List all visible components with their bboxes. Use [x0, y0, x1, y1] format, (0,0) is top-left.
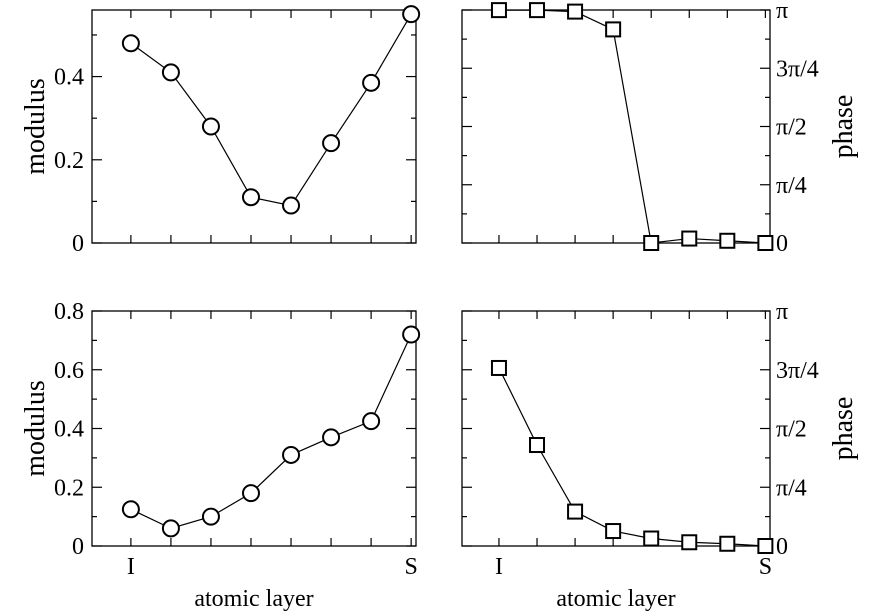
y-tick-label: 0.8 — [54, 299, 84, 325]
data-point — [529, 2, 546, 19]
data-point — [241, 188, 260, 207]
y-tick-label: 0 — [72, 534, 84, 560]
data-point — [322, 134, 341, 153]
x-axis-title: atomic layer — [194, 586, 313, 612]
data-point — [681, 230, 698, 247]
y-axis-title: phase — [828, 397, 859, 461]
x-tick-label: S — [404, 554, 417, 580]
y-tick-label: 0.4 — [54, 65, 84, 91]
data-point — [490, 359, 507, 376]
data-point — [605, 21, 622, 38]
y-tick-label: π/2 — [776, 115, 807, 141]
x-tick-label: I — [495, 554, 503, 580]
y-tick-label: 0.2 — [54, 475, 84, 501]
y-tick-label: π/4 — [776, 173, 807, 199]
data-point — [121, 500, 140, 519]
data-point — [605, 523, 622, 540]
data-point — [161, 519, 180, 538]
y-tick-label: 0 — [72, 231, 84, 257]
data-point — [362, 73, 381, 92]
y-tick-label: π/4 — [776, 475, 807, 501]
data-point — [201, 507, 220, 526]
y-axis-title: modulus — [20, 78, 51, 174]
data-point — [719, 535, 736, 552]
y-tick-label: 3π/4 — [776, 56, 819, 82]
data-point — [643, 530, 660, 547]
y-tick-label: 0 — [776, 231, 788, 257]
data-point — [490, 2, 507, 19]
y-tick-label: π — [776, 299, 788, 325]
y-tick-label: 0.2 — [54, 148, 84, 174]
data-point — [201, 117, 220, 136]
data-point — [719, 232, 736, 249]
data-point — [322, 428, 341, 447]
data-point — [362, 412, 381, 431]
data-point — [757, 538, 774, 554]
x-tick-label: I — [127, 554, 135, 580]
series-line — [498, 367, 766, 547]
y-tick-label: 3π/4 — [776, 358, 819, 384]
data-point — [567, 503, 584, 520]
data-point — [529, 437, 546, 454]
data-point — [282, 196, 301, 215]
data-point — [643, 235, 660, 251]
data-point — [161, 63, 180, 82]
y-tick-label: 0.4 — [54, 417, 84, 443]
y-axis-title: phase — [828, 95, 859, 159]
plot-frame — [91, 9, 417, 244]
series-line — [498, 9, 766, 244]
y-tick-label: π/2 — [776, 417, 807, 443]
data-point — [402, 5, 421, 24]
x-axis-title: atomic layer — [556, 586, 675, 612]
data-point — [567, 3, 584, 20]
data-point — [681, 534, 698, 551]
chart-panel-top-right: 0 π/4 π/2 3π/4 π phase — [461, 0, 859, 257]
series-line — [130, 334, 412, 530]
y-axis-title: modulus — [20, 380, 51, 476]
data-point — [282, 445, 301, 464]
data-point — [402, 325, 421, 344]
data-point — [757, 235, 774, 251]
x-tick-label: S — [759, 554, 772, 580]
plot-frame — [461, 310, 771, 547]
y-tick-label: 0.6 — [54, 358, 84, 384]
data-point — [241, 484, 260, 503]
data-point — [121, 34, 140, 53]
y-tick-label: 0 — [776, 534, 788, 560]
series-line — [130, 13, 412, 207]
y-tick-label: π — [776, 0, 788, 24]
